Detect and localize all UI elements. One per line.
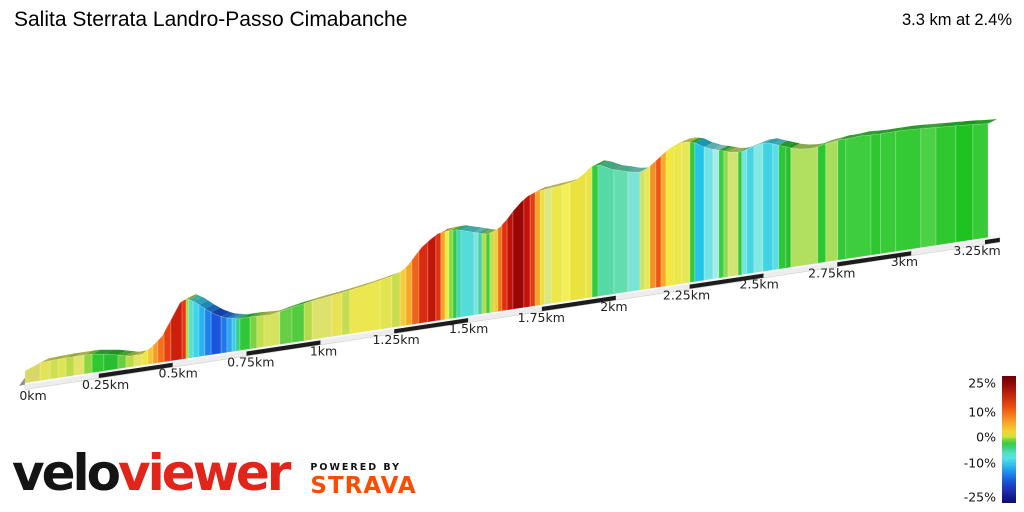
axis-label: 2km	[600, 299, 627, 314]
axis-label: 2.5km	[740, 277, 779, 292]
veloviewer-logo[interactable]: veloviewer	[12, 448, 291, 498]
legend-color-bar	[1002, 376, 1016, 503]
legend-label: -10%	[964, 456, 996, 471]
footer-logos: veloviewer POWERED BY STRAVA	[12, 448, 417, 499]
legend-label: 10%	[968, 404, 996, 419]
profile-stripes	[24, 123, 989, 384]
powered-by-label: POWERED BY	[310, 462, 402, 473]
veloviewer-logo-viewer: viewer	[118, 444, 291, 502]
axis-label: 0.25km	[82, 377, 129, 392]
axis-label: 0.5km	[159, 366, 198, 381]
strava-logo[interactable]: POWERED BY STRAVA	[310, 448, 416, 499]
axis-label: 2.25km	[663, 288, 710, 303]
axis-label: 2.75km	[808, 265, 855, 280]
gradient-legend: 25% 10% 0% -10% -25%	[964, 376, 1016, 505]
x-axis-labels: 0km 0.25km 0.5km 0.75km 1km 1.25km 1.5km 1.75km…	[19, 243, 1000, 403]
strava-wordmark: STRAVA	[310, 473, 417, 499]
veloviewer-logo-velo: velo	[12, 444, 121, 502]
legend-label: -25%	[964, 490, 996, 505]
legend-label: 25%	[968, 376, 996, 391]
axis-label: 1.25km	[372, 332, 419, 347]
baseline-edge	[24, 235, 1000, 385]
ride-summary: 3.3 km at 2.4%	[901, 11, 1012, 29]
page-title: Salita Sterrata Landro-Passo Cimabanche	[14, 8, 408, 31]
axis-label: 1.5km	[449, 321, 488, 336]
axis-label: 0km	[19, 388, 46, 403]
axis-label: 1.75km	[518, 310, 565, 325]
axis-label: 0.75km	[227, 355, 274, 370]
legend-label: 0%	[976, 430, 996, 445]
axis-label: 3km	[891, 254, 918, 269]
axis-label: 3.25km	[953, 243, 1000, 258]
axis-label: 1km	[310, 343, 337, 358]
